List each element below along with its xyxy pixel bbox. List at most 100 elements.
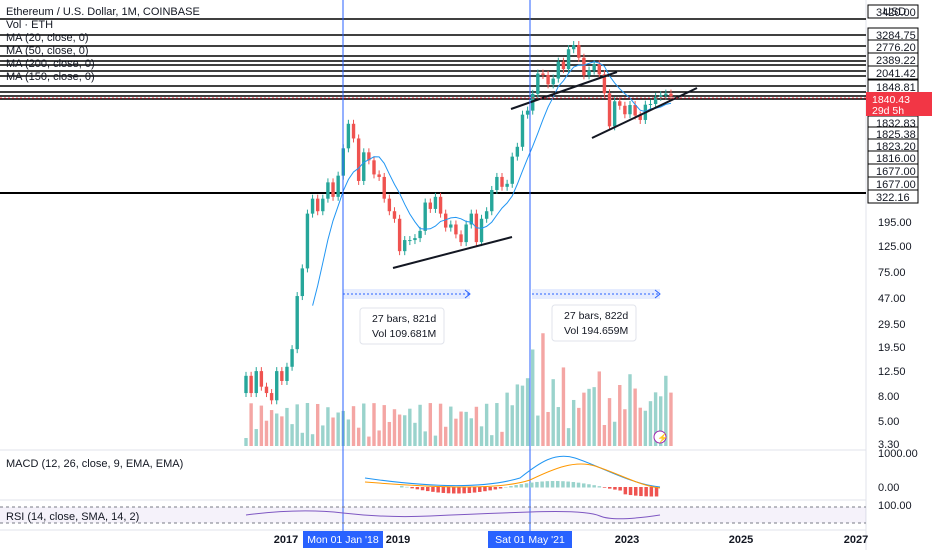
candle[interactable]: [449, 224, 453, 228]
candle[interactable]: [423, 202, 427, 231]
candle[interactable]: [571, 45, 576, 50]
candle[interactable]: [556, 61, 561, 79]
candle[interactable]: [669, 93, 673, 97]
candle[interactable]: [300, 268, 305, 297]
candle[interactable]: [331, 182, 335, 197]
candle[interactable]: [259, 371, 264, 387]
range-band[interactable]: [343, 289, 470, 299]
legend-vol[interactable]: Vol · ETH: [6, 19, 54, 31]
candle[interactable]: [602, 74, 607, 94]
candle[interactable]: [612, 101, 617, 127]
candle[interactable]: [577, 45, 581, 58]
candle[interactable]: [413, 238, 417, 241]
candle[interactable]: [515, 146, 520, 157]
candle[interactable]: [438, 196, 443, 214]
level-price-tag[interactable]: [867, 4, 919, 19]
legend-ma200[interactable]: MA (200, close, 0): [6, 58, 95, 70]
lightning-icon[interactable]: [653, 430, 667, 444]
candle[interactable]: [623, 105, 627, 115]
candle[interactable]: [387, 198, 392, 212]
candle[interactable]: [372, 160, 376, 175]
candle[interactable]: [377, 174, 381, 177]
candle[interactable]: [500, 176, 504, 187]
candle[interactable]: [408, 240, 412, 242]
candle[interactable]: [433, 196, 438, 209]
candle[interactable]: [454, 224, 458, 235]
candle[interactable]: [464, 224, 468, 243]
candle[interactable]: [653, 96, 658, 104]
currency-label[interactable]: USD: [883, 6, 907, 18]
candle[interactable]: [638, 115, 642, 120]
candle[interactable]: [295, 296, 299, 350]
candle[interactable]: [561, 61, 566, 70]
candle[interactable]: [607, 93, 612, 127]
candle[interactable]: [490, 189, 494, 212]
candle[interactable]: [484, 211, 489, 219]
marker-date-tag[interactable]: [303, 531, 383, 548]
candle[interactable]: [443, 213, 448, 228]
candle[interactable]: [582, 57, 586, 76]
candle[interactable]: [633, 105, 637, 116]
candle[interactable]: [479, 218, 484, 243]
candle[interactable]: [592, 64, 596, 71]
legend-ma150[interactable]: MA (150, close, 0): [6, 71, 95, 83]
trendline[interactable]: [510, 71, 618, 110]
candle[interactable]: [285, 366, 289, 381]
candle[interactable]: [264, 386, 269, 394]
candle[interactable]: [290, 349, 294, 367]
candle[interactable]: [275, 371, 279, 401]
macd-line[interactable]: [364, 455, 661, 488]
candle[interactable]: [428, 202, 433, 209]
candle[interactable]: [326, 182, 330, 199]
macd-label[interactable]: MACD (12, 26, close, 9, EMA, EMA): [6, 458, 184, 470]
candle[interactable]: [244, 375, 248, 394]
candle[interactable]: [269, 393, 274, 401]
trendline[interactable]: [392, 236, 513, 269]
legend-ma50[interactable]: MA (50, close, 0): [6, 45, 89, 57]
candle[interactable]: [566, 49, 571, 70]
candle[interactable]: [397, 218, 402, 252]
candle[interactable]: [403, 240, 407, 252]
candle[interactable]: [459, 234, 463, 243]
candle[interactable]: [664, 93, 668, 96]
candle[interactable]: [367, 152, 371, 161]
candle[interactable]: [536, 73, 540, 94]
current-price-tag[interactable]: [866, 92, 932, 116]
candle[interactable]: [469, 213, 473, 225]
candle[interactable]: [541, 73, 545, 75]
rsi-line[interactable]: [245, 510, 661, 520]
candle[interactable]: [505, 183, 509, 187]
candle[interactable]: [597, 64, 601, 75]
candle[interactable]: [382, 176, 386, 199]
candle[interactable]: [280, 371, 284, 381]
candle[interactable]: [418, 230, 422, 239]
candle[interactable]: [336, 175, 340, 197]
rsi-label[interactable]: RSI (14, close, SMA, 14, 2): [6, 511, 140, 523]
marker-date-tag[interactable]: [488, 531, 572, 548]
candle[interactable]: [495, 176, 499, 190]
trendline[interactable]: [591, 87, 698, 139]
legend-ma20[interactable]: MA (20, close, 0): [6, 32, 89, 44]
macd-signal-line[interactable]: [364, 463, 661, 489]
candle[interactable]: [346, 123, 351, 149]
measure-box[interactable]: [551, 304, 637, 342]
ma-line[interactable]: [312, 61, 672, 306]
candle[interactable]: [315, 198, 320, 212]
candle[interactable]: [628, 105, 632, 115]
level-price-tag[interactable]: [867, 189, 919, 204]
candle[interactable]: [254, 371, 258, 394]
candle[interactable]: [321, 198, 325, 212]
candle[interactable]: [392, 211, 397, 219]
candle[interactable]: [587, 70, 591, 76]
candle[interactable]: [525, 110, 530, 115]
candle[interactable]: [310, 198, 315, 214]
candle[interactable]: [520, 114, 525, 147]
candle[interactable]: [356, 138, 361, 181]
candle[interactable]: [305, 213, 310, 269]
candle[interactable]: [551, 78, 555, 85]
candle[interactable]: [510, 156, 514, 184]
candle[interactable]: [648, 103, 653, 105]
candle[interactable]: [249, 375, 253, 394]
level-price-tag[interactable]: [867, 65, 919, 80]
